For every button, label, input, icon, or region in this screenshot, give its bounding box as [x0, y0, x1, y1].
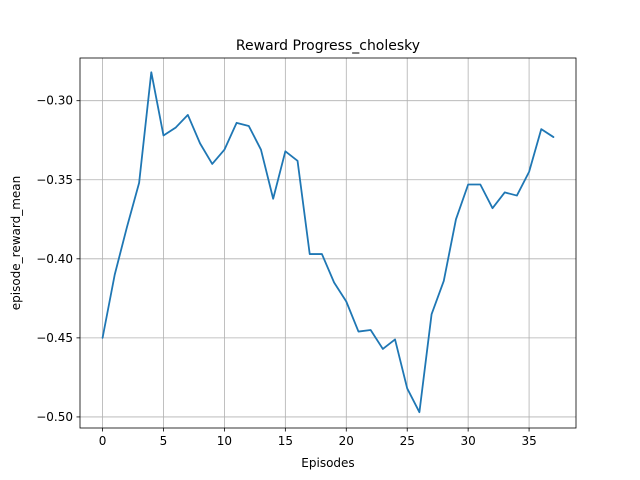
x-tick-label: 25: [400, 434, 415, 448]
x-tick-label: 20: [339, 434, 354, 448]
x-tick-label: 30: [461, 434, 476, 448]
x-tick-label: 10: [217, 434, 232, 448]
x-tick-label: 15: [278, 434, 293, 448]
x-tick-label: 35: [521, 434, 536, 448]
y-tick-label: −0.35: [36, 173, 73, 187]
y-tick-label: −0.30: [36, 94, 73, 108]
y-axis-label: episode_reward_mean: [9, 176, 23, 311]
axis-ticks: 0 5 10 15 20 25 30 35 −0.30 −0.35 −0.40 −0.45 −0.50: [36, 94, 537, 448]
chart-title: Reward Progress_cholesky: [236, 38, 420, 54]
y-tick-label: −0.50: [36, 410, 73, 424]
series-line: [101, 71, 555, 414]
series-layer: [101, 71, 555, 414]
x-tick-label: 0: [99, 434, 107, 448]
x-tick-label: 5: [160, 434, 168, 448]
y-tick-label: −0.45: [36, 331, 73, 345]
x-axis-label: Episodes: [301, 456, 354, 470]
grid-lines: [80, 58, 576, 428]
plot-area-frame: [79, 57, 577, 429]
y-tick-label: −0.40: [36, 252, 73, 266]
